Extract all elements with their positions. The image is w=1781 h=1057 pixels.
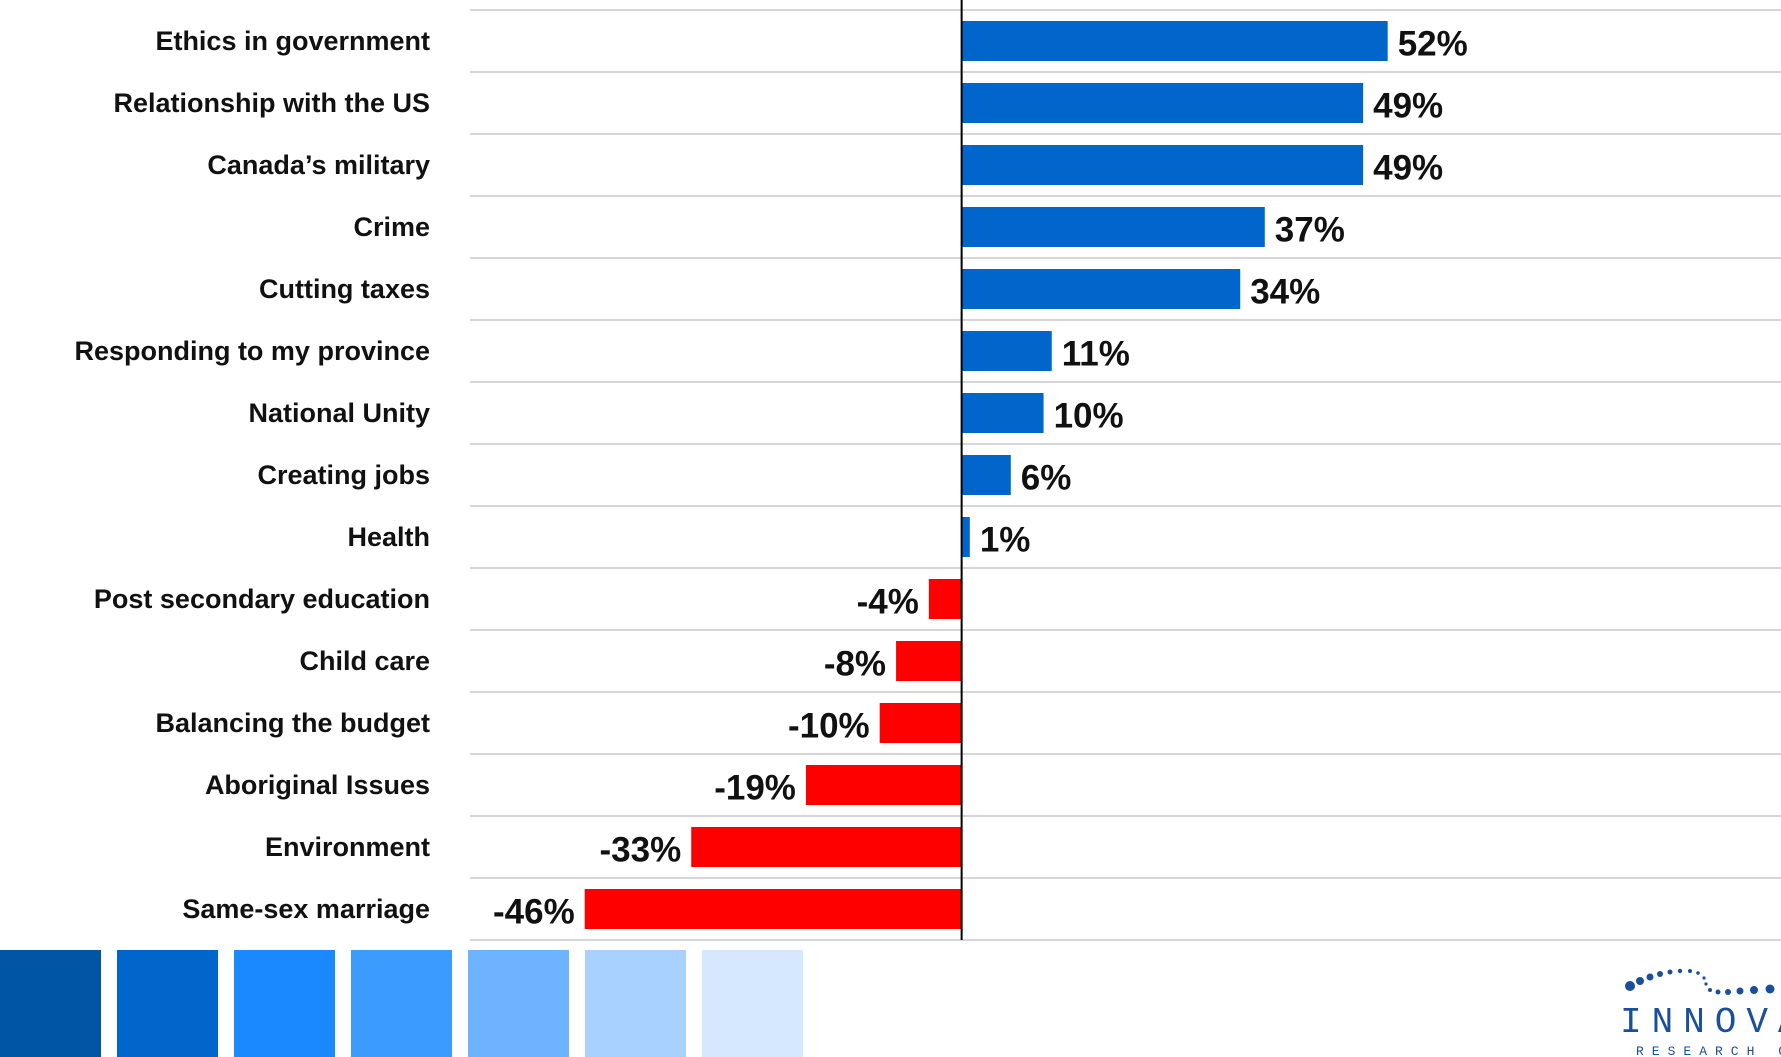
bar xyxy=(961,517,970,557)
bar xyxy=(691,827,962,867)
data-label: 11% xyxy=(1062,335,1130,374)
data-label: 37% xyxy=(1275,211,1345,250)
category-label: Balancing the budget xyxy=(155,708,430,738)
category-label: Creating jobs xyxy=(257,460,430,490)
category-label: Health xyxy=(347,522,430,552)
data-label: -4% xyxy=(857,583,919,622)
category-label: Relationship with the US xyxy=(113,88,430,118)
data-label: -19% xyxy=(714,769,796,808)
color-swatch xyxy=(585,950,686,1057)
bar xyxy=(961,145,1364,185)
color-swatch xyxy=(0,950,101,1057)
color-swatch xyxy=(702,950,803,1057)
data-label: -10% xyxy=(788,707,870,746)
category-label: Responding to my province xyxy=(74,336,430,366)
color-swatch xyxy=(117,950,218,1057)
category-label: National Unity xyxy=(248,398,430,428)
color-swatch xyxy=(468,950,569,1057)
bar xyxy=(961,269,1241,309)
category-label: Aboriginal Issues xyxy=(205,770,430,800)
bar xyxy=(961,455,1011,495)
logo-dots-icon xyxy=(1625,968,1775,995)
company-logo: INNOVATIVE RESEARCH GROUP xyxy=(1600,940,1781,1057)
bar xyxy=(928,579,962,619)
bar xyxy=(896,641,962,681)
data-label: 49% xyxy=(1373,87,1443,126)
bar xyxy=(961,207,1265,247)
logo-wordmark: INNOVATIVE xyxy=(1620,1002,1781,1043)
color-swatch-strip xyxy=(0,950,900,1057)
bar xyxy=(961,83,1364,123)
bar xyxy=(961,331,1052,371)
category-label: Canada’s military xyxy=(207,150,430,180)
color-swatch xyxy=(351,950,452,1057)
category-label: Child care xyxy=(299,646,430,676)
data-label: 6% xyxy=(1021,459,1072,498)
data-label: 52% xyxy=(1398,25,1468,64)
bar xyxy=(961,21,1388,61)
data-label: -8% xyxy=(824,645,886,684)
category-label: Cutting taxes xyxy=(259,274,430,304)
data-label: 10% xyxy=(1054,397,1124,436)
color-swatch xyxy=(234,950,335,1057)
bar xyxy=(805,765,962,805)
bar xyxy=(584,889,962,929)
category-label: Same-sex marriage xyxy=(182,894,430,924)
logo-subtext: RESEARCH GROUP xyxy=(1636,1044,1781,1057)
data-label: -46% xyxy=(493,893,575,932)
data-label: -33% xyxy=(600,831,682,870)
data-label: 34% xyxy=(1250,273,1320,312)
category-label: Crime xyxy=(353,212,430,242)
category-label: Post secondary education xyxy=(94,584,430,614)
data-label: 1% xyxy=(980,521,1031,560)
category-label: Environment xyxy=(265,832,430,862)
data-label: 49% xyxy=(1373,149,1443,188)
category-label: Ethics in government xyxy=(155,26,430,56)
bar xyxy=(961,393,1044,433)
bar xyxy=(879,703,962,743)
